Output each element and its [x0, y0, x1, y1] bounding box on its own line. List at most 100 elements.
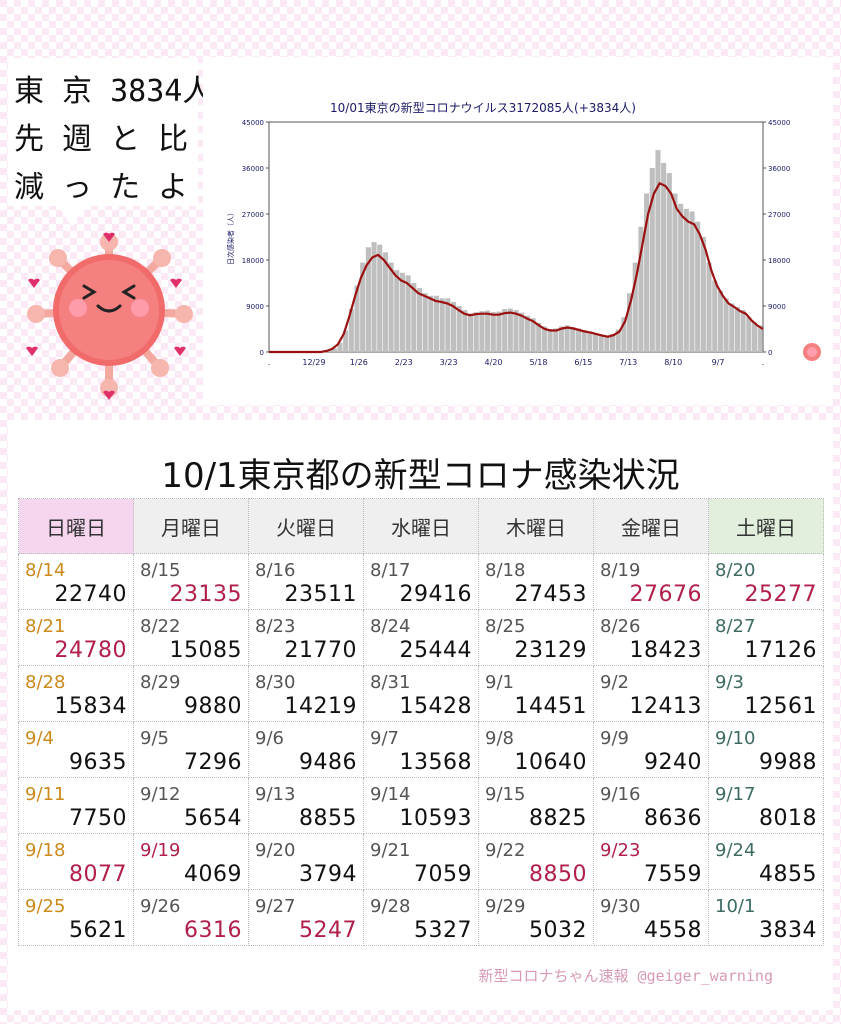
- daily-case-bar: [757, 325, 763, 352]
- daily-case-bar: [433, 295, 440, 352]
- day-cell: 8/18 27453: [478, 553, 594, 610]
- day-case-count: 17126: [744, 638, 817, 663]
- daily-case-bar: [621, 317, 627, 352]
- day-case-count: 3794: [299, 862, 357, 887]
- day-date: 9/18: [25, 840, 66, 861]
- x-tick-label: 5/18: [529, 358, 547, 367]
- day-case-count: 24780: [54, 638, 127, 663]
- day-cell: 9/21 7059: [363, 833, 479, 890]
- daily-case-bar: [644, 193, 650, 352]
- y-tick-label-right: 45000: [768, 119, 790, 127]
- daily-case-bar: [468, 313, 474, 352]
- x-tick-label: 2/23: [395, 358, 413, 367]
- day-case-count: 3834: [759, 918, 817, 943]
- day-cell: 9/18 8077: [18, 833, 134, 890]
- daily-case-bar: [751, 322, 758, 352]
- day-date: 9/23: [600, 840, 641, 861]
- day-date: 9/17: [715, 784, 756, 805]
- day-date: 9/15: [485, 784, 526, 805]
- daily-case-bar: [456, 306, 462, 352]
- day-case-count: 6316: [184, 918, 242, 943]
- day-date: 9/3: [715, 672, 744, 693]
- daily-case-bar: [683, 208, 689, 352]
- day-cell: 8/20 25277: [708, 553, 824, 610]
- day-cell: 8/19 27676: [593, 553, 709, 610]
- day-case-count: 10593: [399, 806, 472, 831]
- day-cell: 9/20 3794: [248, 833, 364, 890]
- day-cell: 9/6 9486: [248, 721, 364, 778]
- day-date: 9/11: [25, 784, 66, 805]
- day-case-count: 12561: [744, 694, 817, 719]
- daily-case-bar: [661, 162, 667, 352]
- daily-case-bar: [513, 310, 519, 352]
- daily-case-bar: [451, 301, 457, 352]
- day-case-count: 10640: [514, 750, 587, 775]
- speech-line-1: 東 京 3834人: [14, 74, 213, 109]
- daily-case-bar: [712, 280, 718, 352]
- daily-case-bar: [439, 298, 445, 352]
- day-case-count: 23129: [514, 638, 587, 663]
- day-case-count: 7559: [644, 862, 702, 887]
- day-cell: 9/13 8855: [248, 777, 364, 834]
- day-case-count: 22740: [54, 582, 127, 607]
- day-cell: 9/22 8850: [478, 833, 594, 890]
- day-cell: 8/24 25444: [363, 609, 479, 666]
- day-date: 8/20: [715, 560, 756, 581]
- daily-case-bar: [638, 226, 644, 352]
- daily-case-bar: [740, 310, 746, 352]
- daily-case-bar: [609, 334, 616, 352]
- day-cell: 8/31 15428: [363, 665, 479, 722]
- week-row: 8/21 24780 8/22 15085 8/23 21770 8/24 25444 8/25…: [18, 609, 824, 666]
- day-case-count: 5032: [529, 918, 587, 943]
- daily-case-bar: [706, 262, 712, 352]
- x-tick-label: 4/20: [485, 358, 503, 367]
- daily-case-bar: [536, 322, 542, 352]
- day-case-count: 18423: [629, 638, 702, 663]
- day-cell: 9/15 8825: [478, 777, 594, 834]
- day-cell: 8/30 14219: [248, 665, 364, 722]
- daily-case-bar: [627, 293, 633, 352]
- day-case-count: 9880: [184, 694, 242, 719]
- weekday-header: 木曜日: [478, 498, 594, 554]
- weekday-header: 月曜日: [133, 498, 249, 554]
- day-cell: 9/24 4855: [708, 833, 824, 890]
- daily-case-bar: [473, 312, 479, 352]
- day-date: 9/24: [715, 840, 756, 861]
- day-cell: 9/10 9988: [708, 721, 824, 778]
- day-case-count: 7059: [414, 862, 472, 887]
- day-date: 9/27: [255, 896, 296, 917]
- speech-line-2: 先 週 と 比 べ: [14, 122, 237, 157]
- y-tick-label-right: 18000: [768, 257, 790, 265]
- chart-panel: 10/01東京の新型コロナウイルス3172085人(+3834人) 45000 4…: [203, 57, 833, 405]
- day-case-count: 9240: [644, 750, 702, 775]
- day-date: 9/26: [140, 896, 181, 917]
- daily-case-bar: [541, 326, 547, 352]
- daily-case-bar: [672, 193, 678, 352]
- day-date: 9/30: [600, 896, 641, 917]
- day-date: 8/26: [600, 616, 641, 637]
- day-case-count: 9635: [69, 750, 127, 775]
- day-cell: 9/7 13568: [363, 721, 479, 778]
- week-row: 8/28 15834 8/29 9880 8/30 14219 8/31 15428 9/1 14…: [18, 665, 824, 722]
- x-tick-label: 3/23: [440, 358, 458, 367]
- daily-case-bar: [507, 308, 513, 352]
- daily-case-bar: [490, 312, 496, 352]
- y-axis-label: 日次感染者（人）: [226, 209, 235, 265]
- virus-mascot-icon: [26, 232, 193, 400]
- chart-title: 10/01東京の新型コロナウイルス3172085人(+3834人): [330, 101, 636, 115]
- daily-case-bar: [502, 309, 508, 352]
- day-date: 9/6: [255, 728, 284, 749]
- day-cell: 9/3 12561: [708, 665, 824, 722]
- day-cell: 9/16 8636: [593, 777, 709, 834]
- x-tick-label: 1/26: [350, 358, 368, 367]
- weekday-header: 水曜日: [363, 498, 479, 554]
- day-date: 9/1: [485, 672, 514, 693]
- day-cell: 9/28 5327: [363, 889, 479, 946]
- day-cell: 8/15 23135: [133, 553, 249, 610]
- day-date: 9/4: [25, 728, 54, 749]
- week-row: 9/25 5621 9/26 6316 9/27 5247 9/28 5327 9/29 5032…: [18, 889, 824, 946]
- day-date: 10/1: [715, 896, 756, 917]
- day-case-count: 12413: [629, 694, 702, 719]
- day-cell: 9/11 7750: [18, 777, 134, 834]
- day-case-count: 15085: [169, 638, 242, 663]
